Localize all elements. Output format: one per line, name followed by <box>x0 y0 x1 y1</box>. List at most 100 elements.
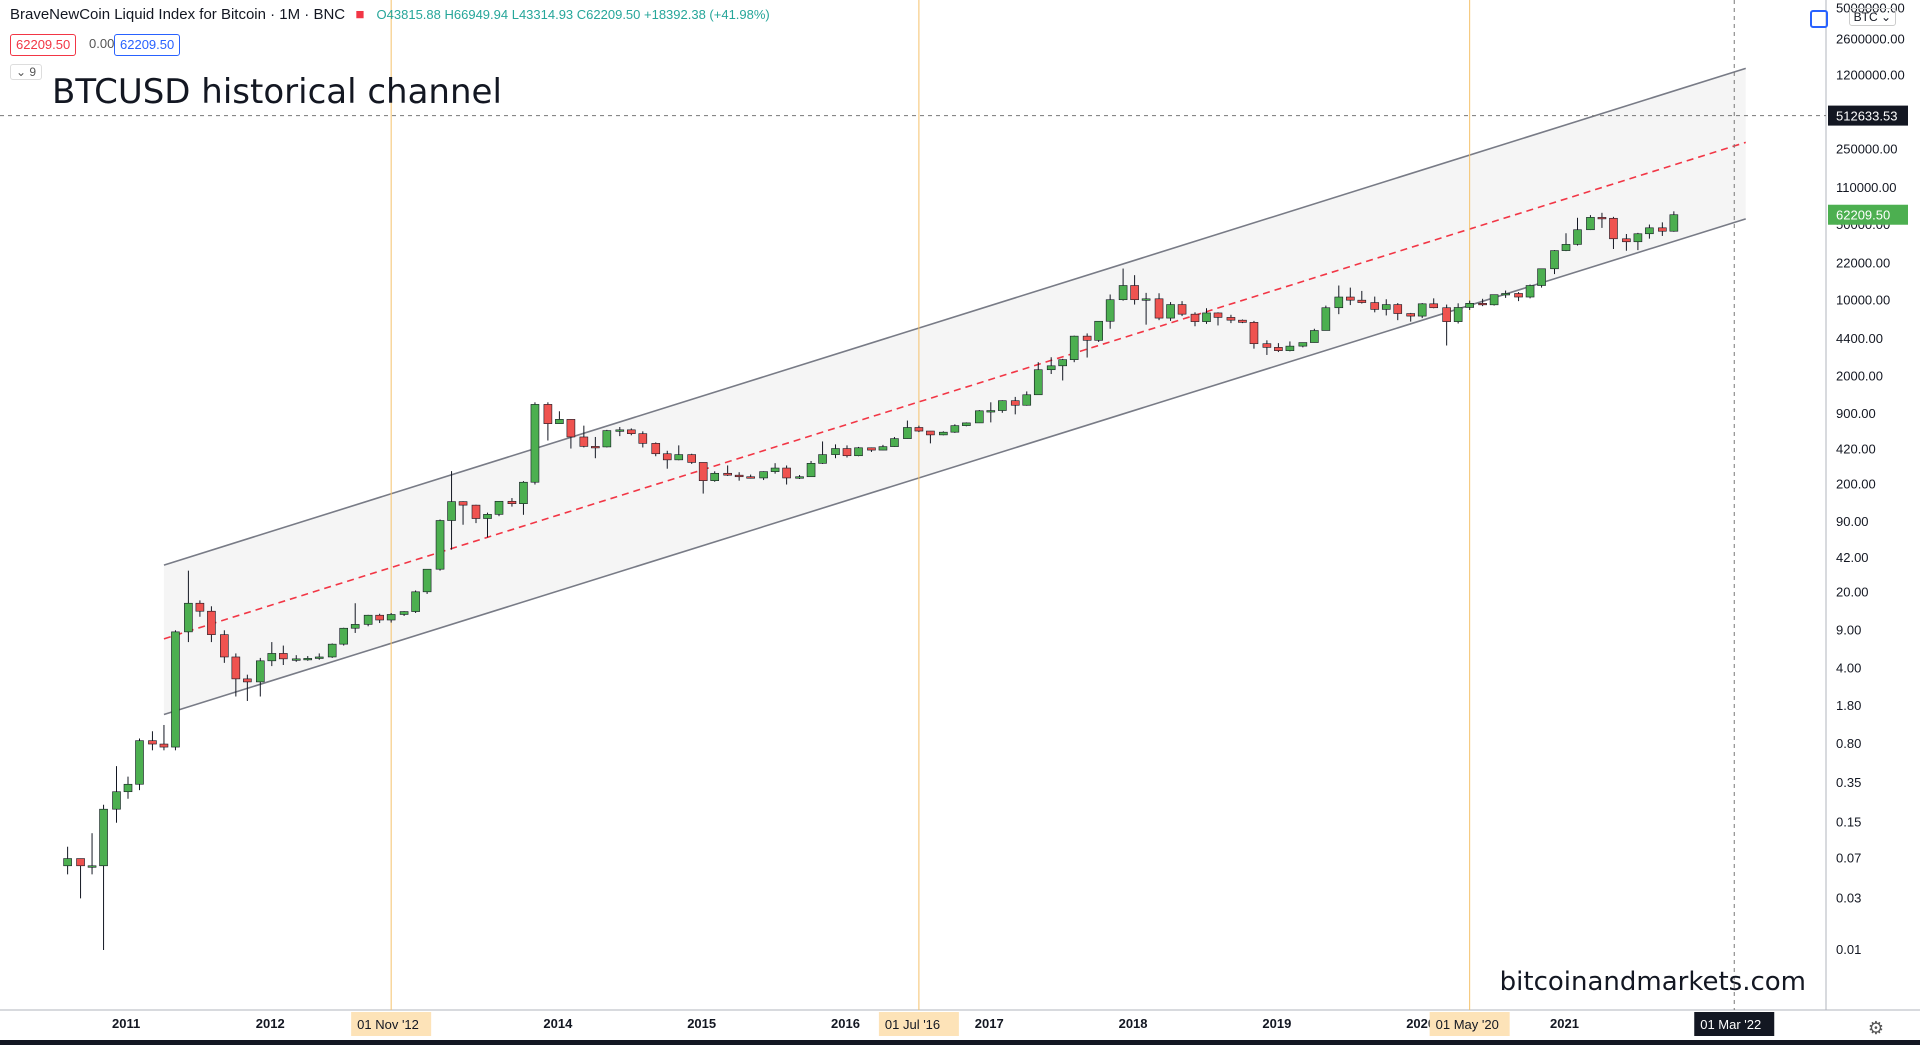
candle-body[interactable] <box>1249 322 1259 345</box>
candle-body[interactable] <box>327 643 337 658</box>
candle-body[interactable] <box>76 858 85 867</box>
candle-body[interactable] <box>411 591 420 612</box>
candle-body[interactable] <box>1298 342 1308 347</box>
candle-body[interactable] <box>123 783 133 793</box>
candle-body[interactable] <box>1202 312 1211 322</box>
candle-body[interactable] <box>710 472 720 481</box>
candle-body[interactable] <box>1262 343 1272 348</box>
candle-body[interactable] <box>566 419 576 438</box>
candle-body[interactable] <box>734 474 744 478</box>
indicators-toggle-button[interactable]: ⌄ 9 <box>10 64 43 80</box>
settings-gear-icon[interactable]: ⚙ <box>1867 1018 1884 1038</box>
candle-body[interactable] <box>243 678 252 683</box>
candle-body[interactable] <box>1357 299 1367 303</box>
candle-body[interactable] <box>507 500 517 504</box>
candle-body[interactable] <box>279 653 288 660</box>
candle-body[interactable] <box>1154 298 1164 319</box>
candle-body[interactable] <box>1501 293 1510 296</box>
candle-body[interactable] <box>1069 335 1079 360</box>
candle-body[interactable] <box>184 602 193 633</box>
candle-body[interactable] <box>674 454 684 461</box>
candle-body[interactable] <box>782 467 791 479</box>
candle-body[interactable] <box>1082 335 1092 341</box>
candle-body[interactable] <box>87 865 97 868</box>
candle-body[interactable] <box>422 568 432 593</box>
candle-body[interactable] <box>303 658 313 661</box>
candle-body[interactable] <box>375 614 384 621</box>
candle-body[interactable] <box>339 627 349 645</box>
candle-body[interactable] <box>903 427 912 439</box>
candle-body[interactable] <box>1453 307 1463 322</box>
candle-body[interactable] <box>148 740 157 745</box>
candle-body[interactable] <box>220 634 229 658</box>
candle-body[interactable] <box>1586 217 1595 231</box>
candle-body[interactable] <box>1465 303 1474 308</box>
candle-body[interactable] <box>974 410 984 424</box>
candle-body[interactable] <box>1334 296 1344 309</box>
candle-body[interactable] <box>698 462 708 481</box>
candle-body[interactable] <box>1658 227 1667 232</box>
candle-body[interactable] <box>1525 285 1535 298</box>
candle-body[interactable] <box>806 463 816 478</box>
candle-body[interactable] <box>1094 320 1103 341</box>
candle-body[interactable] <box>207 610 216 635</box>
candle-body[interactable] <box>998 400 1007 411</box>
buy-price-badge[interactable]: 62209.50 <box>114 34 181 56</box>
candle-body[interactable] <box>171 631 180 748</box>
candle-body[interactable] <box>615 429 625 432</box>
candle-body[interactable] <box>1537 268 1546 286</box>
candle-body[interactable] <box>1285 345 1295 351</box>
candle-body[interactable] <box>651 443 661 455</box>
candle-body[interactable] <box>1429 303 1439 309</box>
candle-body[interactable] <box>99 808 108 867</box>
candle-body[interactable] <box>818 454 827 464</box>
candle-body[interactable] <box>602 430 612 448</box>
candle-body[interactable] <box>255 660 265 683</box>
candle-body[interactable] <box>1213 312 1223 318</box>
candle-body[interactable] <box>1166 304 1175 319</box>
candle-body[interactable] <box>1238 319 1247 323</box>
candle-body[interactable] <box>483 514 492 519</box>
candle-body[interactable] <box>662 453 672 461</box>
candle-body[interactable] <box>939 431 948 436</box>
candle-body[interactable] <box>867 447 876 451</box>
candle-body[interactable] <box>386 614 396 621</box>
candle-body[interactable] <box>1033 369 1043 396</box>
candle-body[interactable] <box>1478 303 1487 306</box>
candle-body[interactable] <box>638 433 648 444</box>
candle-body[interactable] <box>1105 299 1115 322</box>
candle-body[interactable] <box>1645 227 1654 235</box>
sell-price-badge[interactable]: 62209.50 <box>10 34 77 56</box>
candle-body[interactable] <box>1321 307 1331 331</box>
candle-body[interactable] <box>1346 296 1355 301</box>
candle-body[interactable] <box>458 501 468 506</box>
candle-body[interactable] <box>842 448 852 457</box>
candle-body[interactable] <box>135 740 144 785</box>
candle-body[interactable] <box>1177 304 1187 315</box>
candle-body[interactable] <box>986 410 996 413</box>
candle-body[interactable] <box>314 656 324 659</box>
candle-body[interactable] <box>626 429 636 434</box>
candle-body[interactable] <box>195 602 205 612</box>
candle-body[interactable] <box>1489 294 1499 306</box>
candle-body[interactable] <box>112 791 121 810</box>
candle-body[interactable] <box>1022 394 1032 406</box>
candle-body[interactable] <box>63 858 72 867</box>
candle-body[interactable] <box>831 448 840 455</box>
candle-body[interactable] <box>399 611 409 615</box>
candle-body[interactable] <box>1190 313 1200 322</box>
candle-body[interactable] <box>1226 317 1236 321</box>
candle-body[interactable] <box>1669 214 1679 232</box>
candle-body[interactable] <box>1058 359 1067 367</box>
candle-body[interactable] <box>1141 298 1151 301</box>
candle-body[interactable] <box>267 653 277 662</box>
candle-body[interactable] <box>159 743 169 748</box>
candle-body[interactable] <box>519 481 528 504</box>
candle-body[interactable] <box>1633 233 1643 243</box>
candle-body[interactable] <box>471 504 481 519</box>
candle-body[interactable] <box>1381 304 1391 310</box>
candle-body[interactable] <box>435 520 445 570</box>
candle-body[interactable] <box>363 614 373 625</box>
candle-body[interactable] <box>1514 293 1523 298</box>
candle-body[interactable] <box>494 500 504 515</box>
